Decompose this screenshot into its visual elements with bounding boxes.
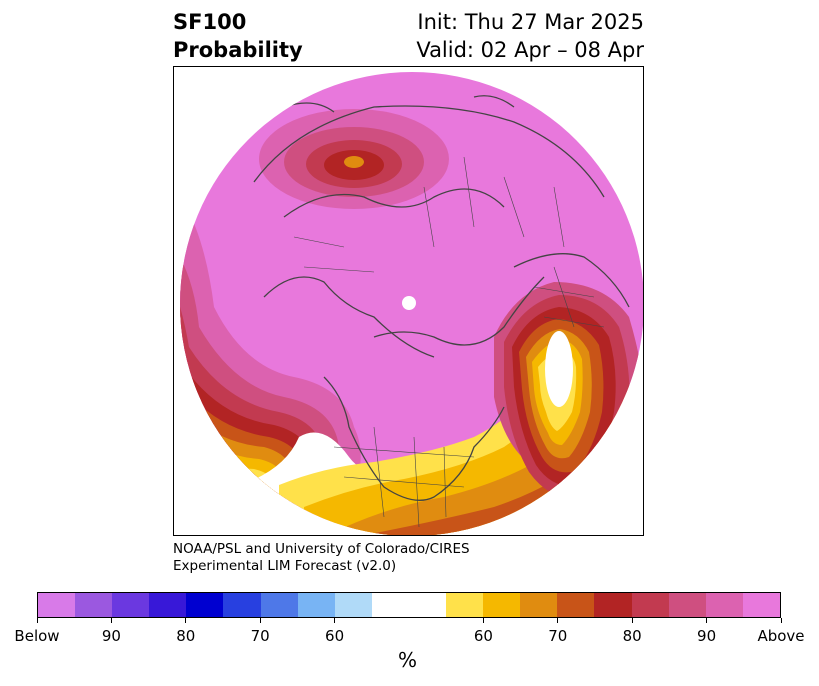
colorbar-segment — [38, 593, 76, 617]
colorbar-segment — [149, 593, 187, 617]
credit-line-1: NOAA/PSL and University of Colorado/CIRE… — [173, 541, 470, 557]
colorbar-tick-mark — [185, 618, 187, 623]
colorbar-segment — [483, 593, 521, 617]
colorbar-tick-label: Below — [14, 627, 60, 645]
colorbar-tick-label: 70 — [250, 627, 270, 645]
colorbar-segment — [260, 593, 298, 617]
colorbar-segment — [371, 593, 409, 617]
colorbar-tick-mark — [706, 618, 708, 623]
map-title: SF100 Probability — [173, 8, 303, 64]
init-date: Init: Thu 27 Mar 2025 — [417, 10, 644, 34]
variable-subtitle: Probability — [173, 38, 303, 62]
colorbar-segment — [186, 593, 224, 617]
colorbar-segment — [668, 593, 706, 617]
colorbar-tick-mark — [334, 618, 336, 623]
colorbar-tick-label: Above — [757, 627, 805, 645]
colorbar-tick-mark — [780, 618, 782, 623]
colorbar-segment — [408, 593, 447, 617]
colorbar-segment — [594, 593, 632, 617]
colorbar-segment — [112, 593, 150, 617]
colorbar-tick-mark — [36, 618, 38, 623]
colorbar-tick-label: 80 — [622, 627, 642, 645]
colorbar-tick-mark — [557, 618, 559, 623]
colorbar-tick-label: 80 — [176, 627, 196, 645]
colorbar-segment — [75, 593, 113, 617]
colorbar-tick-label: 90 — [101, 627, 121, 645]
polar-projection-map — [180, 72, 643, 535]
colorbar-segment — [705, 593, 743, 617]
forecast-dates: Init: Thu 27 Mar 2025 Valid: 02 Apr – 08… — [416, 8, 644, 64]
colorbar-tick-label: 60 — [473, 627, 493, 645]
credit-text: NOAA/PSL and University of Colorado/CIRE… — [173, 541, 470, 575]
colorbar-segment — [334, 593, 372, 617]
colorbar-tick-mark — [631, 618, 633, 623]
colorbar-tick-label: 70 — [548, 627, 568, 645]
variable-name: SF100 — [173, 10, 247, 34]
map-panel — [173, 66, 644, 536]
colorbar-segment — [297, 593, 335, 617]
colorbar-segment — [631, 593, 669, 617]
colorbar-tick-mark — [259, 618, 261, 623]
colorbar-segment — [223, 593, 261, 617]
colorbar-segment — [742, 593, 780, 617]
colorbar-tick-mark — [482, 618, 484, 623]
colorbar-tick-label: 60 — [325, 627, 345, 645]
colorbar-unit: % — [398, 648, 418, 672]
colorbar-tick-mark — [110, 618, 112, 623]
colorbar-segment — [520, 593, 558, 617]
colorbar-segment — [446, 593, 484, 617]
colorbar-segment — [557, 593, 595, 617]
valid-period: Valid: 02 Apr – 08 Apr — [416, 38, 644, 62]
credit-line-2: Experimental LIM Forecast (v2.0) — [173, 558, 397, 574]
colorbar — [37, 592, 781, 618]
colorbar-tick-label: 90 — [697, 627, 717, 645]
